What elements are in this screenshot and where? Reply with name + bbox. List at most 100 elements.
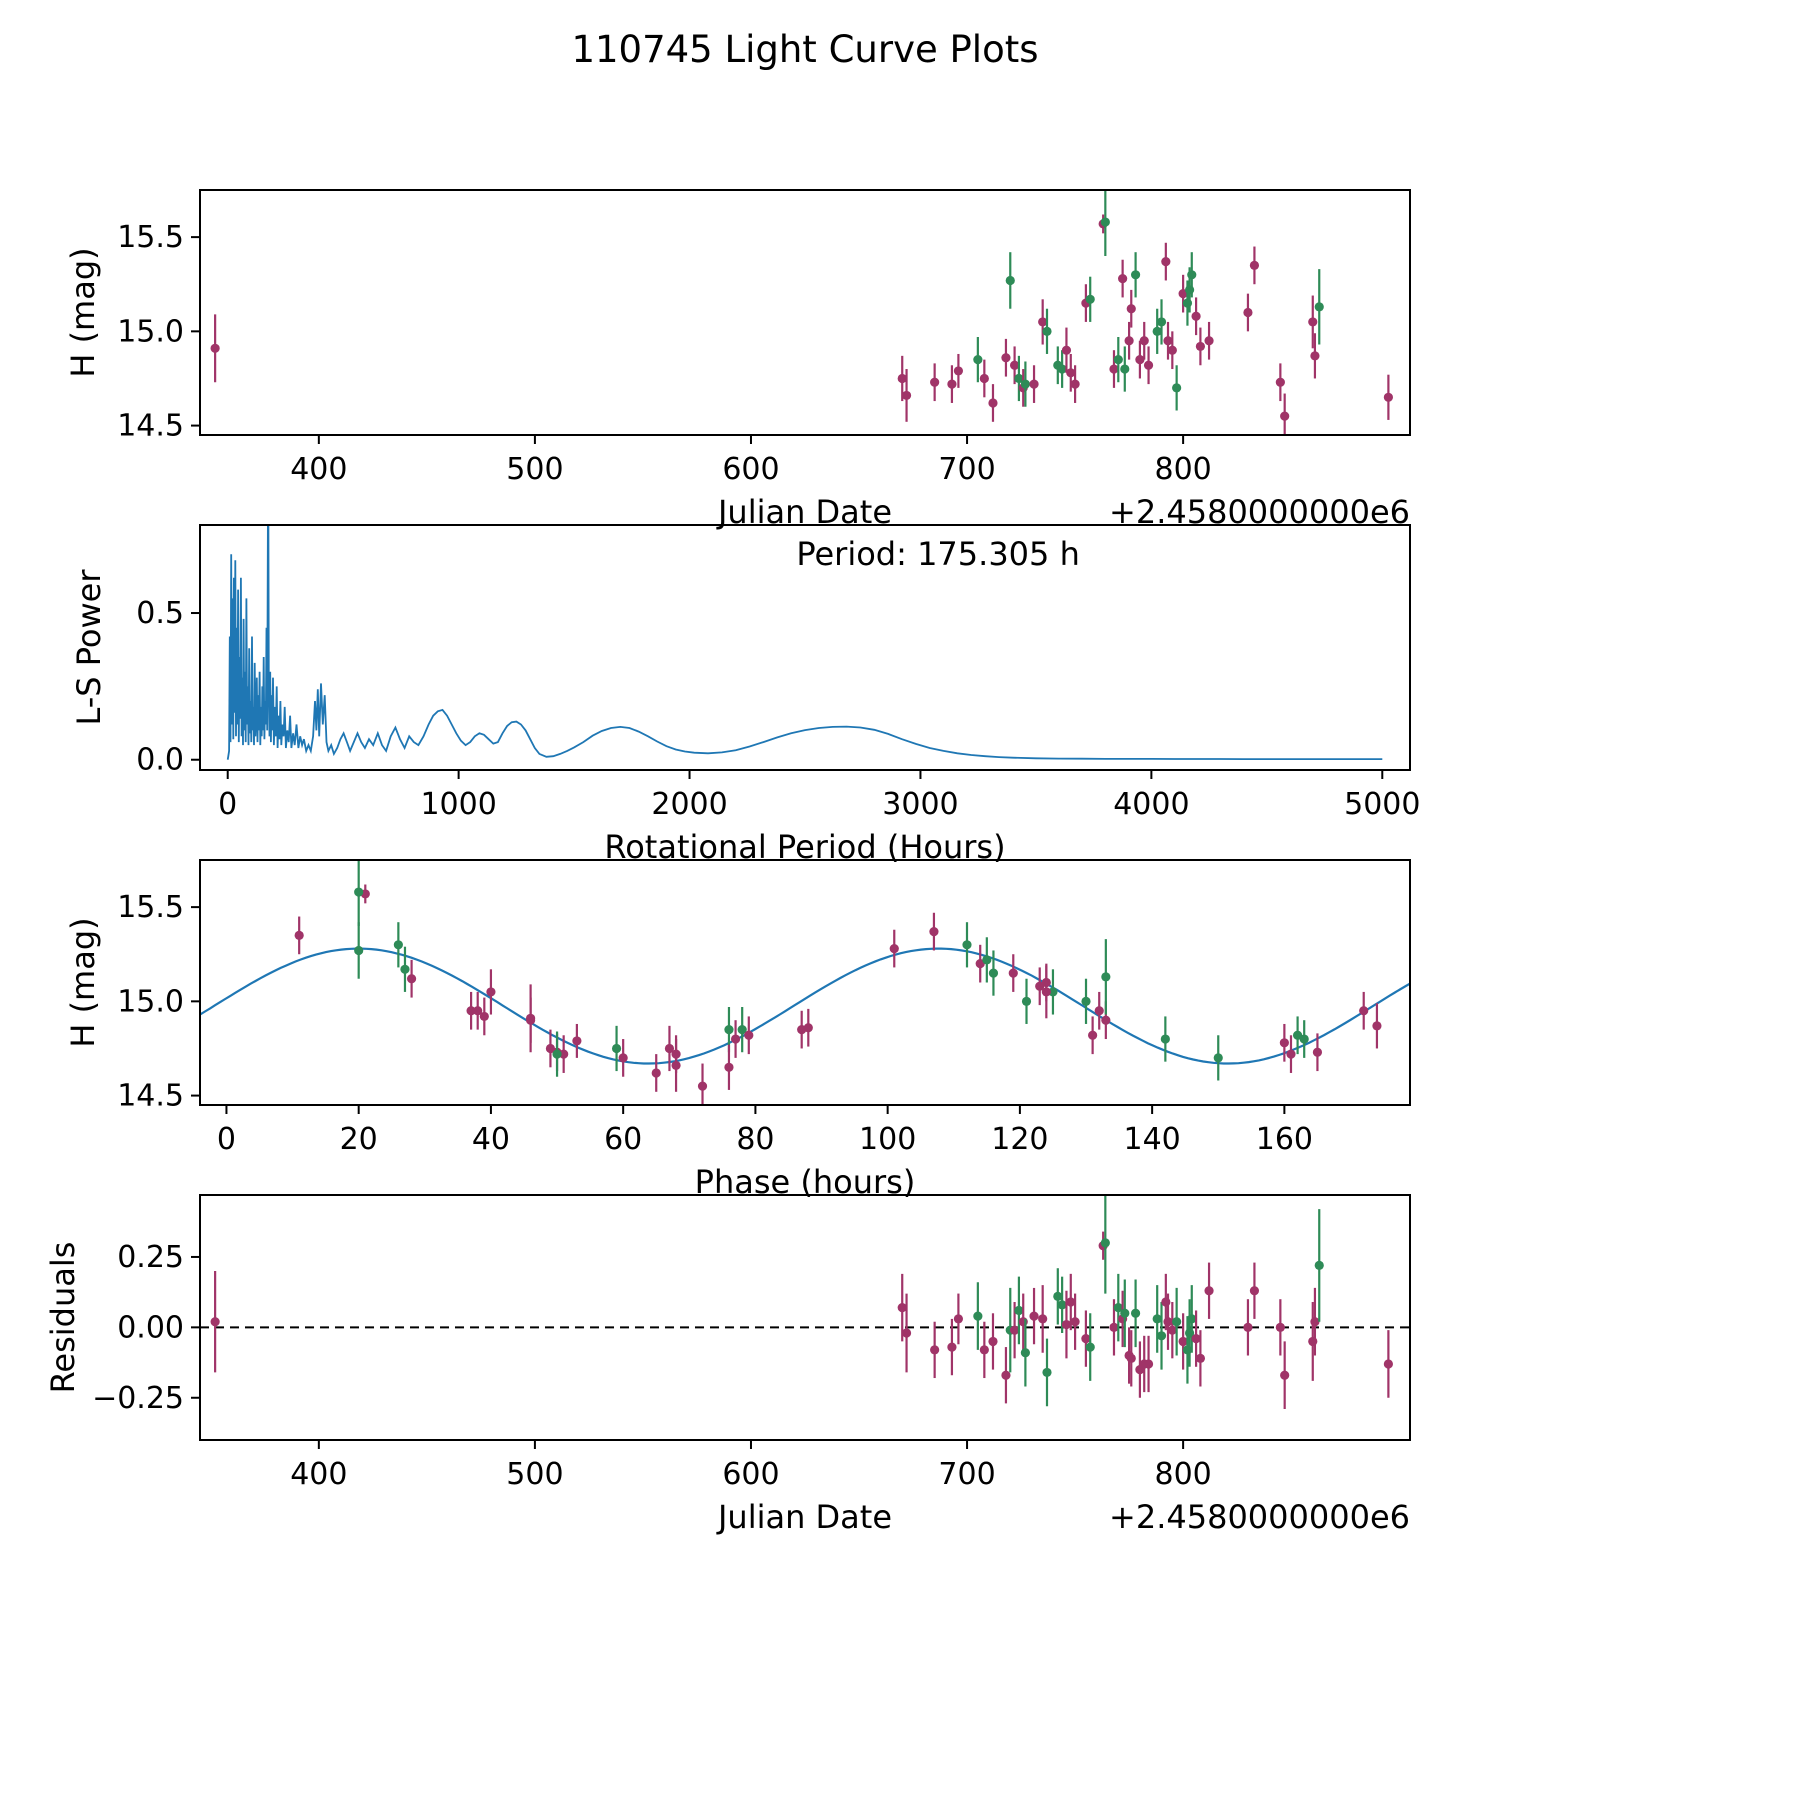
data-point	[1120, 1308, 1130, 1318]
data-point	[979, 373, 989, 384]
data-point	[1178, 1336, 1188, 1347]
data-point	[664, 1043, 675, 1054]
data-point	[1085, 294, 1095, 304]
fit-curve	[200, 947, 1410, 1065]
x-tick-label: 600	[722, 452, 779, 487]
y-tick-label: 0.5	[136, 596, 184, 631]
data-point	[901, 390, 912, 401]
x-tick-label: 700	[938, 452, 995, 487]
data-point	[1061, 345, 1072, 355]
data-point	[486, 987, 496, 997]
data-point	[1094, 1006, 1104, 1016]
data-point	[988, 968, 999, 978]
data-point	[1195, 341, 1206, 352]
data-point	[1124, 336, 1134, 346]
x-tick-label: 0	[218, 787, 237, 822]
data-point	[889, 943, 899, 954]
data-point	[1249, 1286, 1260, 1296]
data-point	[1009, 1325, 1020, 1335]
x-tick-label: 1000	[420, 787, 496, 822]
y-tick-label: 15.5	[117, 890, 184, 925]
data-point	[1042, 1367, 1052, 1378]
data-point	[1001, 1370, 1011, 1380]
data-point	[1126, 1353, 1136, 1363]
data-point	[1299, 1034, 1309, 1044]
data-point	[973, 355, 983, 365]
data-point	[611, 1043, 622, 1054]
data-point	[724, 1062, 734, 1072]
data-point	[697, 1081, 708, 1091]
data-point	[1057, 1300, 1067, 1310]
data-point	[1279, 1038, 1289, 1048]
data-point	[982, 955, 992, 965]
data-point	[466, 1006, 476, 1016]
x-tick-label: 0	[217, 1122, 236, 1157]
data-point	[1038, 1314, 1048, 1324]
data-point	[473, 1006, 483, 1016]
data-point	[1213, 1053, 1223, 1063]
x-axis-offset-text: +2.4580000000e6	[1109, 1498, 1410, 1536]
x-tick-label: 60	[604, 1122, 642, 1157]
data-point	[1275, 1322, 1285, 1332]
data-point	[1163, 1317, 1173, 1327]
data-point	[1113, 355, 1123, 365]
data-point	[1167, 1325, 1177, 1335]
data-point	[1195, 1353, 1206, 1363]
data-point	[294, 930, 304, 940]
data-point	[1118, 273, 1128, 284]
data-point	[1152, 326, 1162, 336]
y-axis-label: H (mag)	[64, 917, 102, 1047]
data-point	[1310, 351, 1320, 361]
subplot-periodogram: Period: 175.305 h 0 1000 2000 3000 4000 5000 0.…	[70, 524, 1420, 866]
data-point	[1187, 1314, 1197, 1324]
data-point	[1109, 1322, 1119, 1332]
data-point	[1070, 379, 1080, 389]
data-point	[1053, 1291, 1063, 1301]
data-point	[730, 1034, 741, 1044]
data-point	[988, 1336, 998, 1347]
x-tick-label: 2000	[651, 787, 727, 822]
y-tick-label: 15.0	[117, 314, 184, 349]
data-point	[1101, 1015, 1111, 1025]
data-point	[947, 1342, 957, 1352]
data-point	[545, 1043, 556, 1054]
data-point	[1008, 968, 1018, 978]
data-point	[1009, 360, 1020, 370]
data-point	[973, 1311, 983, 1321]
data-point	[1372, 1021, 1382, 1031]
data-point	[1001, 353, 1011, 363]
data-point	[479, 1011, 489, 1022]
data-point	[393, 940, 403, 950]
data-point	[1314, 302, 1324, 312]
x-tick-label: 800	[1154, 452, 1211, 487]
data-point	[1061, 1319, 1072, 1330]
data-point	[1139, 336, 1149, 346]
y-tick-label: 0.0	[136, 743, 184, 778]
data-point	[930, 1345, 940, 1355]
data-point	[1042, 326, 1052, 336]
x-tick-label: 120	[991, 1122, 1048, 1157]
y-tick-label: 0.25	[117, 1240, 184, 1275]
data-point	[1172, 383, 1182, 393]
data-point	[1243, 307, 1253, 318]
data-point	[1156, 1331, 1167, 1341]
axes-spine	[199, 524, 1411, 771]
x-tick-label: 4000	[1113, 787, 1189, 822]
data-point	[1383, 1359, 1393, 1369]
data-point	[737, 1025, 747, 1035]
data-point	[1160, 1034, 1170, 1044]
data-point	[1020, 1348, 1030, 1358]
periodogram-line	[226, 525, 1383, 760]
x-tick-label: 400	[290, 452, 347, 487]
x-tick-label: 400	[290, 1457, 347, 1492]
data-point	[1163, 336, 1173, 346]
data-point	[354, 887, 364, 897]
data-point	[1308, 317, 1318, 327]
y-tick-label: 0.00	[117, 1310, 184, 1345]
data-point	[897, 1303, 907, 1313]
data-point	[1126, 304, 1136, 314]
data-point	[1100, 217, 1110, 227]
data-point	[1280, 1370, 1290, 1380]
